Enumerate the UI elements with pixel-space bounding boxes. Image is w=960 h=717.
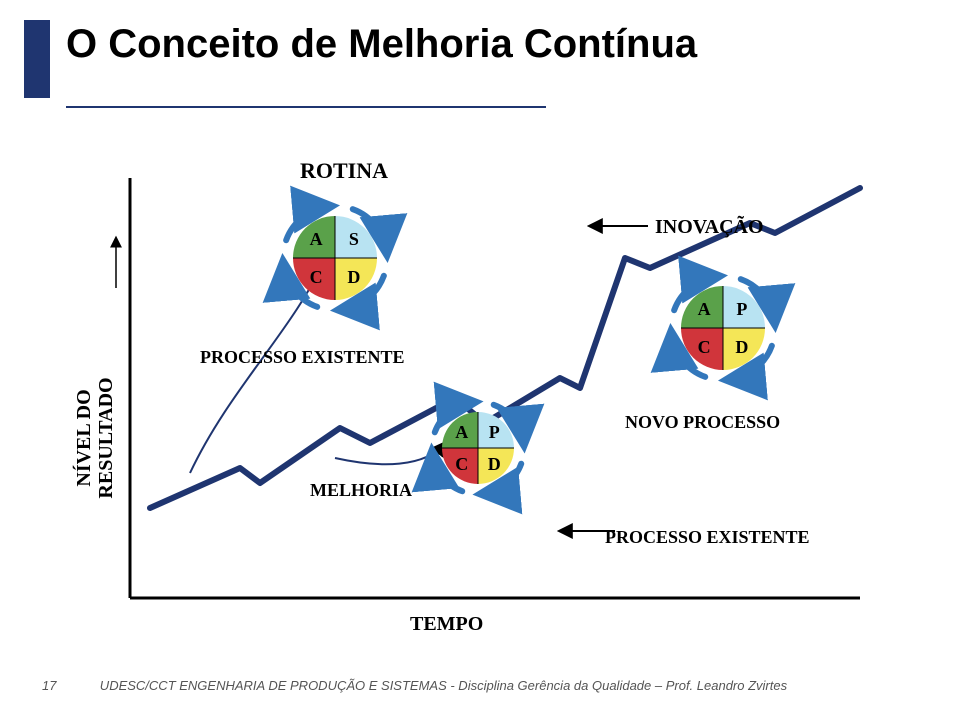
diagram-label: ROTINA (300, 158, 388, 183)
diagram-label: PROCESSO EXISTENTE (200, 347, 405, 367)
svg-text:D: D (488, 454, 501, 474)
svg-text:S: S (349, 229, 359, 249)
y-axis-label: NÍVEL DORESULTADO (72, 377, 117, 498)
svg-text:C: C (455, 454, 468, 474)
pdca-wheel: A P CD (432, 402, 524, 494)
diagram-label: NOVO PROCESSO (625, 412, 780, 432)
x-axis-label: TEMPO (410, 613, 483, 635)
slide-footer: 17 UDESC/CCT ENGENHARIA DE PRODUÇÃO E SI… (42, 678, 787, 693)
continuous-improvement-diagram: TEMPONÍVEL DORESULTADOASCDAPCDAPCDROTINA… (60, 138, 900, 638)
svg-text:A: A (698, 299, 711, 319)
pdca-wheel: A P C D (671, 276, 775, 380)
svg-text:D: D (347, 267, 360, 287)
svg-text:A: A (310, 229, 323, 249)
diagram-label: PROCESSO EXISTENTE (605, 527, 810, 547)
svg-text:C: C (698, 337, 711, 357)
melhoria-curve (335, 443, 445, 464)
title-accent-bar (24, 20, 50, 98)
diagram-label: MELHORIA (310, 480, 412, 500)
svg-text:P: P (736, 299, 747, 319)
pdca-wheel: A S C D (283, 206, 387, 310)
svg-text:C: C (310, 267, 323, 287)
diagram-label: INOVAÇÃO (655, 215, 764, 238)
slide-title: O Conceito de Melhoria Contínua (66, 22, 697, 67)
svg-text:D: D (735, 337, 748, 357)
title-underline (66, 106, 546, 108)
svg-text:P: P (489, 422, 500, 442)
svg-text:A: A (455, 422, 468, 442)
